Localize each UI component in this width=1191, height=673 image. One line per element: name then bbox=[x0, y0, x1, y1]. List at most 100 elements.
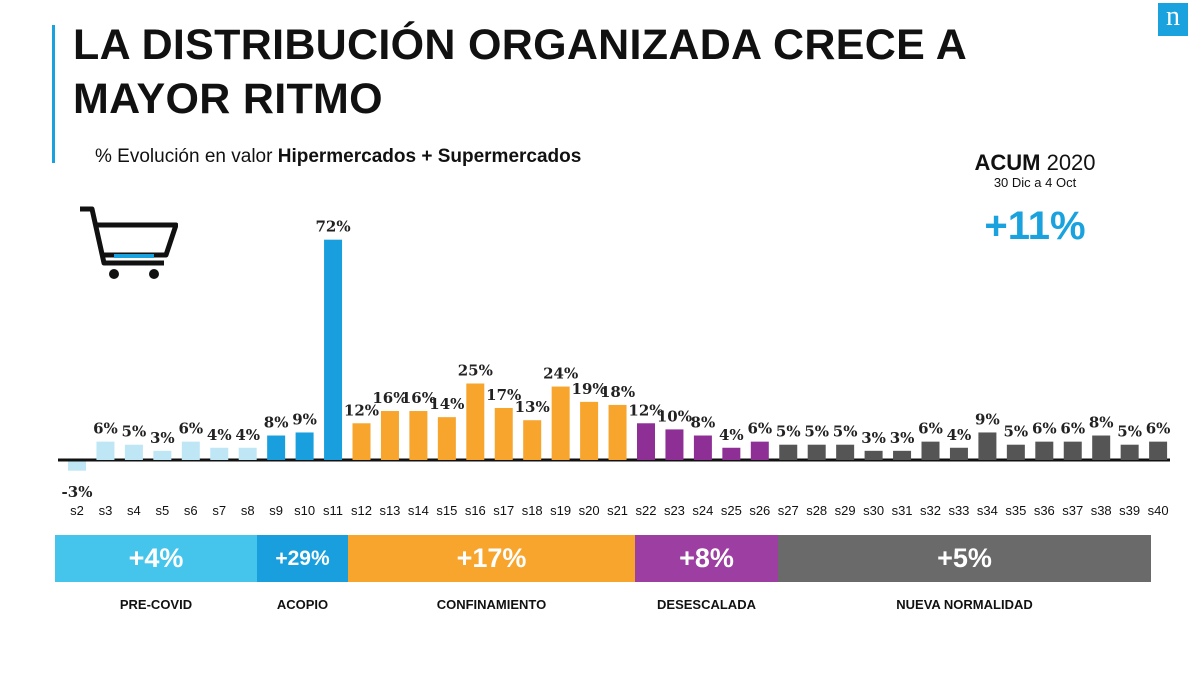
data-label-s23: 10% bbox=[657, 407, 692, 425]
x-tick-s17: s17 bbox=[493, 503, 514, 518]
x-tick-s34: s34 bbox=[977, 503, 998, 518]
page-title: LA DISTRIBUCIÓN ORGANIZADA CRECE A MAYOR… bbox=[73, 21, 966, 123]
x-tick-s4: s4 bbox=[127, 503, 141, 518]
bar-s12 bbox=[352, 423, 371, 460]
data-label-s34: 9% bbox=[975, 410, 1000, 428]
x-tick-s38: s38 bbox=[1091, 503, 1112, 518]
x-tick-s7: s7 bbox=[212, 503, 226, 518]
data-label-s4: 5% bbox=[122, 423, 147, 441]
x-tick-s21: s21 bbox=[607, 503, 628, 518]
x-tick-s6: s6 bbox=[184, 503, 198, 518]
bar-s37 bbox=[1063, 441, 1082, 460]
data-label-s35: 5% bbox=[1003, 423, 1028, 441]
phase-value-acopio: +29% bbox=[257, 535, 348, 582]
x-tick-s32: s32 bbox=[920, 503, 941, 518]
x-tick-s39: s39 bbox=[1119, 503, 1140, 518]
data-label-s14: 16% bbox=[401, 389, 436, 407]
data-label-s30: 3% bbox=[861, 429, 886, 447]
acum-box: ACUM 2020 30 Dic a 4 Oct +11% bbox=[935, 150, 1135, 250]
phase-name-acopio: ACOPIO bbox=[276, 597, 329, 612]
x-tick-s26: s26 bbox=[749, 503, 770, 518]
acum-value: +11% bbox=[984, 204, 1086, 248]
bar-s31 bbox=[893, 450, 912, 460]
brand-logo: n bbox=[1158, 3, 1188, 36]
bar-chart: -3% s2 6% s3 5% s4 3% s5 6% s6 4% s7 4% s8 8% s9 9% s10 72… bbox=[58, 218, 1171, 518]
data-label-s20: 19% bbox=[572, 380, 607, 398]
bar-s15 bbox=[437, 417, 456, 460]
data-label-s17: 17% bbox=[486, 386, 521, 404]
shopping-cart-icon bbox=[80, 206, 178, 279]
bar-s20 bbox=[580, 401, 599, 460]
data-label-s10: 9% bbox=[292, 410, 317, 428]
bar-s28 bbox=[807, 444, 826, 460]
acum-label: ACUM bbox=[974, 150, 1041, 175]
x-tick-s30: s30 bbox=[863, 503, 884, 518]
data-label-s3: 6% bbox=[93, 420, 118, 438]
bar-s35 bbox=[1006, 444, 1025, 460]
bar-s40 bbox=[1149, 441, 1168, 460]
data-label-s12: 12% bbox=[344, 401, 379, 419]
x-tick-s35: s35 bbox=[1005, 503, 1026, 518]
bar-s33 bbox=[949, 447, 968, 460]
phase-summary-row: +4% +29% +17% +8% +5% bbox=[55, 535, 1151, 582]
bar-s2 bbox=[68, 461, 86, 471]
acum-period: 30 Dic a 4 Oct bbox=[993, 175, 1077, 190]
subtitle-prefix: % Evolución en valor bbox=[95, 146, 278, 167]
x-tick-s8: s8 bbox=[241, 503, 255, 518]
data-label-s40: 6% bbox=[1146, 420, 1171, 438]
bar-s27 bbox=[779, 444, 798, 460]
phase-value-desescalada: +8% bbox=[635, 535, 778, 582]
data-label-s19: 24% bbox=[543, 365, 578, 383]
data-label-s28: 5% bbox=[804, 423, 829, 441]
x-tick-s16: s16 bbox=[465, 503, 486, 518]
x-tick-s10: s10 bbox=[294, 503, 315, 518]
data-label-s21: 18% bbox=[600, 383, 635, 401]
data-label-s39: 5% bbox=[1117, 423, 1142, 441]
data-label-s13: 16% bbox=[372, 389, 407, 407]
phase-name-desescalada: DESESCALADA bbox=[657, 597, 756, 612]
bar-s17 bbox=[494, 407, 513, 460]
data-label-s8: 4% bbox=[235, 426, 260, 444]
subtitle-bold: Hipermercados + Supermercados bbox=[277, 146, 582, 167]
data-label-s33: 4% bbox=[947, 426, 972, 444]
data-label-s15: 14% bbox=[429, 395, 464, 413]
bar-s36 bbox=[1035, 441, 1054, 460]
bar-s21 bbox=[608, 404, 627, 460]
data-label-s16: 25% bbox=[458, 362, 493, 380]
x-tick-s24: s24 bbox=[692, 503, 713, 518]
bar-s23 bbox=[665, 429, 684, 460]
data-label-s32: 6% bbox=[918, 420, 943, 438]
x-tick-s14: s14 bbox=[408, 503, 429, 518]
x-tick-s12: s12 bbox=[351, 503, 372, 518]
data-label-s26: 6% bbox=[747, 420, 772, 438]
x-tick-s28: s28 bbox=[806, 503, 827, 518]
bar-s25 bbox=[722, 447, 741, 460]
data-label-s27: 5% bbox=[776, 423, 801, 441]
x-tick-s3: s3 bbox=[99, 503, 113, 518]
bar-s7 bbox=[210, 447, 229, 460]
phase-name-confinamiento: CONFINAMIENTO bbox=[436, 597, 547, 612]
x-tick-s20: s20 bbox=[579, 503, 600, 518]
data-label-s6: 6% bbox=[178, 420, 203, 438]
x-tick-s23: s23 bbox=[664, 503, 685, 518]
x-tick-s15: s15 bbox=[436, 503, 457, 518]
bar-s8 bbox=[238, 447, 257, 460]
x-tick-s18: s18 bbox=[522, 503, 543, 518]
data-label-s31: 3% bbox=[890, 429, 915, 447]
bar-s5 bbox=[153, 450, 172, 460]
bar-s16 bbox=[466, 383, 485, 460]
chart-subtitle: % Evolución en valor Hipermercados + Sup… bbox=[95, 146, 581, 168]
data-label-s29: 5% bbox=[833, 423, 858, 441]
data-label-s5: 3% bbox=[150, 429, 175, 447]
phase-name-nueva-normalidad: NUEVA NORMALIDAD bbox=[896, 597, 1033, 612]
x-tick-s19: s19 bbox=[550, 503, 571, 518]
phase-value-nueva-normalidad: +5% bbox=[778, 535, 1151, 582]
bar-s9 bbox=[267, 435, 286, 460]
bar-s10 bbox=[295, 432, 314, 460]
data-label-s11: 72% bbox=[315, 218, 350, 236]
x-tick-s37: s37 bbox=[1062, 503, 1083, 518]
bar-s30 bbox=[864, 450, 883, 460]
bar-s6 bbox=[181, 441, 200, 460]
data-label-s2: -3% bbox=[62, 483, 93, 501]
data-label-s24: 8% bbox=[691, 414, 716, 432]
